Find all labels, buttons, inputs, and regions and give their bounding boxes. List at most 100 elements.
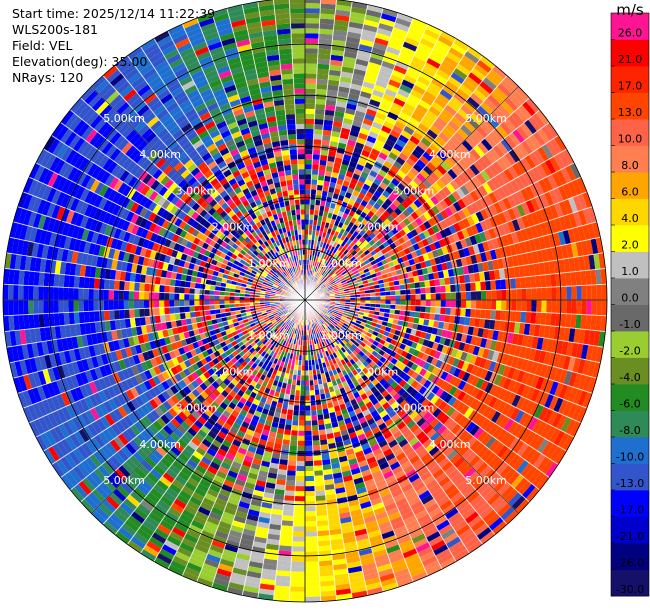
velocity-gate [544, 379, 554, 394]
velocity-gate [361, 347, 368, 354]
velocity-gate [351, 513, 364, 522]
velocity-gate [530, 388, 540, 403]
velocity-gate [415, 103, 429, 115]
velocity-gate [381, 401, 391, 410]
velocity-gate [461, 418, 472, 430]
velocity-gate [501, 234, 510, 247]
velocity-gate [203, 451, 215, 462]
velocity-gate [155, 431, 167, 443]
velocity-gate [516, 143, 529, 158]
velocity-gate [318, 320, 323, 326]
velocity-gate [294, 491, 305, 497]
velocity-gate [377, 568, 394, 578]
velocity-gate [274, 585, 290, 592]
velocity-gate [416, 417, 427, 428]
velocity-gate [495, 279, 502, 290]
velocity-gate [425, 442, 437, 453]
velocity-gate [305, 128, 314, 135]
velocity-gate [479, 80, 494, 95]
velocity-gate [535, 376, 545, 391]
velocity-gate [305, 78, 317, 84]
velocity-gate [360, 442, 371, 451]
velocity-gate [449, 96, 464, 109]
velocity-gate [429, 348, 437, 358]
velocity-gate [333, 333, 339, 340]
velocity-gate [164, 539, 180, 552]
velocity-gate [406, 231, 414, 240]
velocity-gate [415, 262, 422, 271]
velocity-gate [484, 436, 497, 449]
velocity-gate [434, 278, 441, 287]
velocity-gate [516, 333, 524, 347]
velocity-gate [462, 155, 474, 167]
velocity-gate [343, 350, 350, 358]
velocity-gate [548, 189, 559, 205]
velocity-gate [344, 274, 350, 280]
velocity-gate [117, 448, 130, 462]
velocity-gate [290, 566, 305, 572]
velocity-gate [336, 414, 344, 422]
velocity-gate [275, 478, 287, 486]
velocity-gate [435, 300, 441, 308]
velocity-gate [335, 344, 341, 351]
velocity-gate [476, 172, 487, 185]
velocity-gate [114, 468, 128, 482]
velocity-gate [385, 300, 391, 305]
velocity-gate [290, 435, 298, 441]
velocity-gate [329, 271, 335, 277]
velocity-gate [319, 331, 324, 337]
velocity-gate [339, 516, 353, 524]
velocity-gate [445, 536, 462, 549]
velocity-gate [399, 165, 410, 175]
velocity-gate [187, 365, 196, 375]
velocity-gate [433, 515, 448, 527]
velocity-gate [390, 413, 401, 423]
velocity-gate [397, 273, 404, 281]
velocity-gate [440, 527, 456, 540]
velocity-gate [243, 416, 252, 425]
velocity-gate [93, 450, 106, 465]
velocity-gate [305, 28, 320, 34]
velocity-gate [384, 185, 394, 195]
velocity-gate [341, 314, 348, 319]
velocity-gate [267, 312, 273, 317]
velocity-gate [395, 268, 403, 276]
velocity-gate [230, 357, 238, 364]
velocity-gate [450, 165, 462, 177]
velocity-gate [464, 316, 471, 326]
velocity-gate [560, 272, 567, 287]
velocity-gate [237, 357, 245, 365]
velocity-gate [488, 131, 501, 145]
velocity-gate [571, 300, 577, 315]
velocity-gate [508, 266, 516, 279]
velocity-gate [415, 404, 425, 414]
velocity-gate [456, 359, 465, 370]
velocity-gate [296, 465, 305, 472]
velocity-gate [429, 431, 441, 443]
velocity-gate [214, 435, 225, 444]
velocity-gate [371, 89, 385, 98]
velocity-gate [259, 318, 265, 323]
velocity-gate [151, 434, 163, 446]
velocity-gate [250, 499, 263, 507]
velocity-gate [305, 93, 316, 99]
velocity-gate [275, 336, 281, 343]
velocity-gate [497, 199, 508, 212]
velocity-gate [588, 329, 596, 346]
velocity-gate [428, 143, 440, 155]
velocity-gate [312, 435, 320, 441]
velocity-gate [362, 473, 374, 482]
velocity-gate [245, 428, 255, 437]
velocity-gate [342, 536, 357, 544]
velocity-gate [372, 548, 388, 558]
velocity-gate [275, 575, 291, 582]
velocity-gate [541, 287, 547, 300]
velocity-gate [338, 424, 347, 432]
velocity-gate [494, 247, 502, 260]
velocity-gate [268, 467, 279, 474]
velocity-gate [531, 471, 546, 487]
velocity-gate [365, 293, 371, 297]
velocity-gate [262, 455, 272, 463]
velocity-gate [516, 125, 529, 141]
velocity-gate [191, 388, 201, 398]
